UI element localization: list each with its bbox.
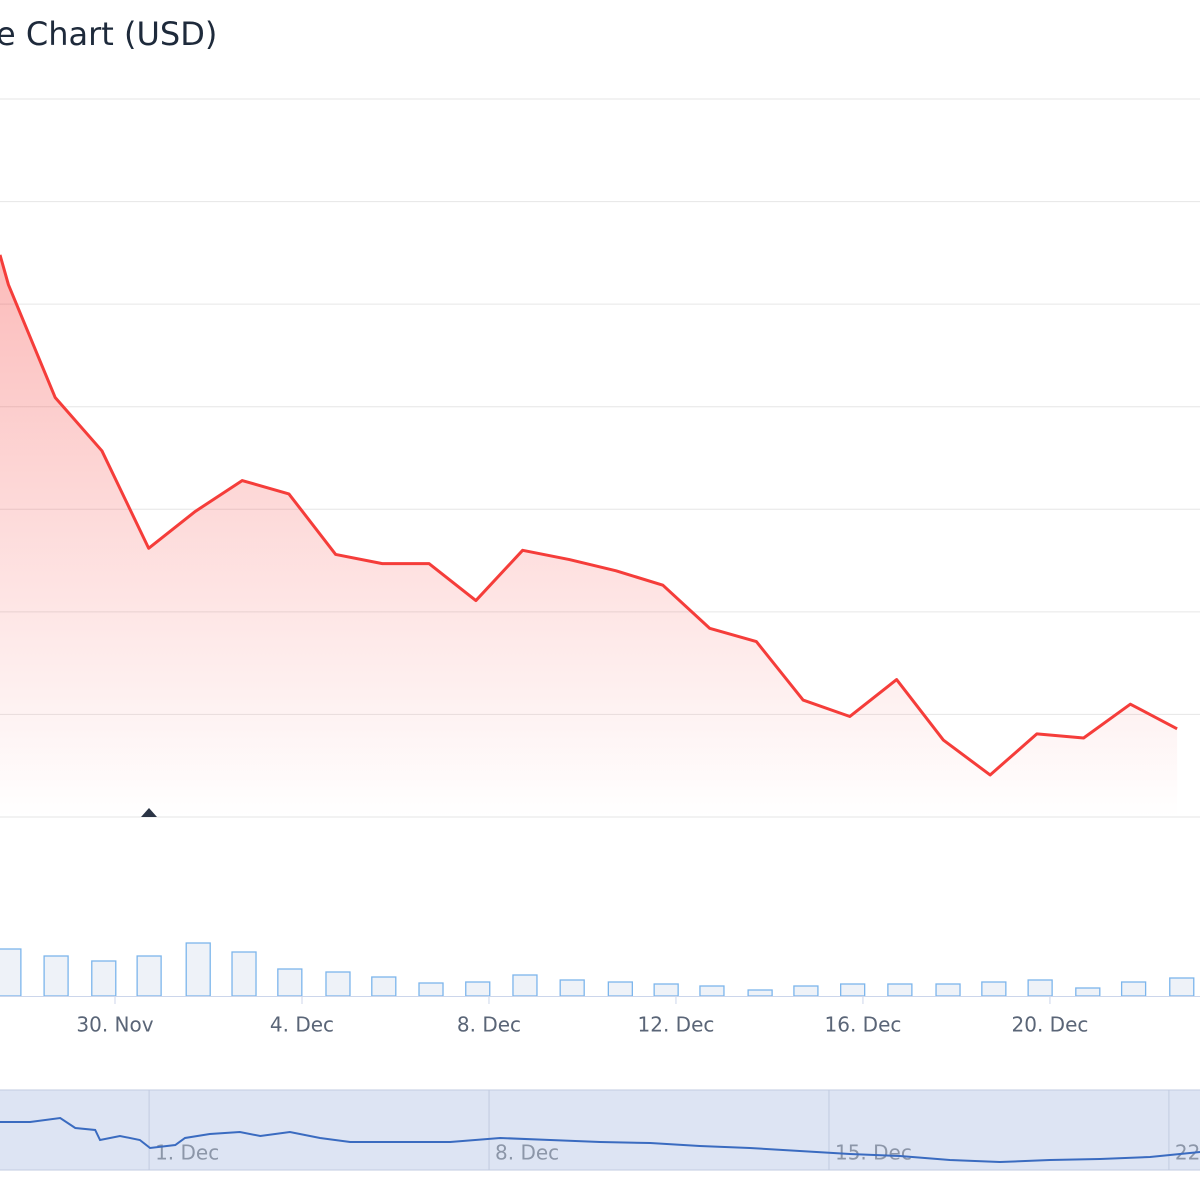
volume-bar	[371, 976, 397, 997]
volume-bar	[418, 982, 444, 997]
plot-layer: 30. Nov 4. Dec 8. Dec 12. Dec 16. Dec 20. Dec…	[0, 98, 1200, 1170]
x-tick-label: 30. Nov	[76, 1013, 153, 1037]
volume-bar	[840, 983, 866, 997]
navigator-label: 1. Dec	[155, 1141, 219, 1165]
volume-bar	[43, 955, 69, 997]
volume-bar	[1075, 987, 1101, 997]
volume-bar	[136, 955, 162, 997]
x-tick-label: 8. Dec	[457, 1013, 521, 1037]
x-tick-label: 16. Dec	[825, 1013, 902, 1037]
x-tick-label: 4. Dec	[270, 1013, 334, 1037]
volume-bar	[1027, 979, 1053, 997]
x-tick-label: 20. Dec	[1012, 1013, 1089, 1037]
volume-bar	[325, 971, 351, 997]
volume-bar	[607, 981, 633, 997]
volume-bar	[981, 981, 1007, 997]
volume-bar	[559, 979, 585, 997]
volume-bar	[0, 948, 22, 997]
volume-bar	[699, 985, 725, 997]
volume-bar	[277, 968, 303, 997]
volume-bar	[653, 983, 679, 997]
volume-bar	[1169, 977, 1195, 997]
area-fill	[0, 254, 1178, 817]
navigator-line	[0, 1116, 1200, 1164]
navigator-label: 8. Dec	[495, 1141, 559, 1165]
volume-bar	[91, 960, 117, 997]
volume-bar	[935, 983, 961, 997]
volume-bar	[747, 989, 773, 997]
chart-title: e Chart (USD)	[0, 15, 217, 53]
navigator-band	[0, 1090, 1200, 1170]
navigator-label: 15. Dec	[835, 1141, 912, 1165]
flag-marker	[141, 808, 157, 817]
volume-bar	[231, 951, 257, 997]
volume-bar	[465, 981, 491, 997]
price-line	[0, 254, 1178, 777]
volume-bar	[185, 942, 211, 997]
volume-bar	[512, 974, 538, 997]
volume-bar	[1120, 981, 1147, 997]
volume-bar	[793, 985, 819, 997]
volume-bar	[887, 983, 913, 997]
x-tick-label: 12. Dec	[638, 1013, 715, 1037]
